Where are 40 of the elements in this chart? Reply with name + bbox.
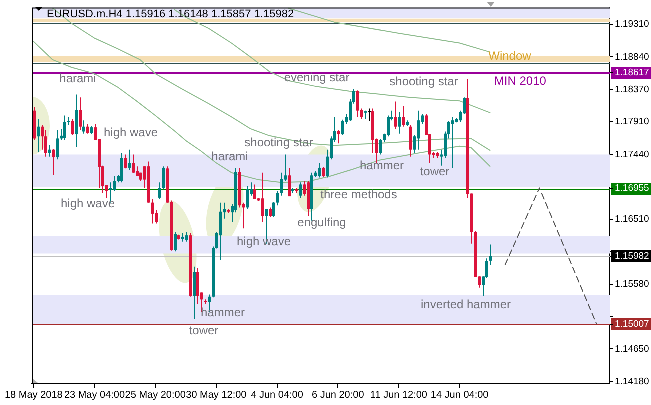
annotation: tower	[420, 164, 450, 178]
chart-title: EURUSD.m.H4 1.15916 1.16148 1.15857 1.15982	[47, 8, 294, 21]
annotation: shooting star	[390, 74, 458, 88]
y-tick-label: 1.16510	[615, 214, 650, 226]
annotation: evening star	[284, 70, 350, 84]
annotation: three methods	[320, 187, 398, 202]
annotation: harami	[60, 71, 96, 86]
annotation: tower	[189, 323, 219, 338]
annotation: inverted hammer	[420, 297, 512, 312]
y-tick-label: 1.16955	[615, 183, 650, 194]
y-tick-label: 1.14650	[615, 344, 650, 355]
y-tick-label: 1.15580	[615, 278, 650, 290]
x-tick-label: 4 Jun 04:00	[251, 390, 304, 401]
y-tick-label: 1.17910	[615, 116, 650, 128]
annotation: hammer	[200, 305, 246, 320]
y-tick-label: 1.14180	[615, 376, 650, 388]
candlestick	[368, 108, 371, 122]
ref-line-label: MIN 2010	[494, 74, 547, 88]
y-tick-label: 1.18840	[615, 52, 650, 63]
annotation: high wave	[236, 234, 292, 248]
x-tick-label: 25 May 20:00	[125, 390, 186, 401]
annotation: hammer	[360, 158, 404, 172]
y-tick-label: 1.15007	[615, 318, 650, 330]
candlestick	[451, 117, 454, 168]
y-tick-label: 1.19310	[615, 19, 650, 30]
y-tick-label: 1.17440	[615, 149, 650, 160]
y-tick-label: 1.18370	[615, 84, 650, 96]
x-tick-label: 6 Jun 20:00	[312, 390, 365, 401]
annotation: engulfing	[298, 215, 346, 230]
x-tick-label: 14 Jun 04:00	[430, 390, 490, 401]
x-tick-label: 30 May 12:00	[186, 390, 248, 401]
annotation: high wave	[104, 125, 158, 140]
annotation: harami	[212, 149, 248, 164]
band-label: Window	[488, 48, 532, 63]
x-tick-label: 23 May 04:00	[64, 390, 126, 401]
y-tick-label: 1.15982	[615, 250, 650, 262]
x-tick-label: 11 Jun 12:00	[370, 390, 428, 401]
annotation: high wave	[60, 196, 116, 210]
y-tick-label: 1.18617	[615, 67, 650, 78]
x-tick-label: 18 May 2018	[4, 390, 64, 401]
